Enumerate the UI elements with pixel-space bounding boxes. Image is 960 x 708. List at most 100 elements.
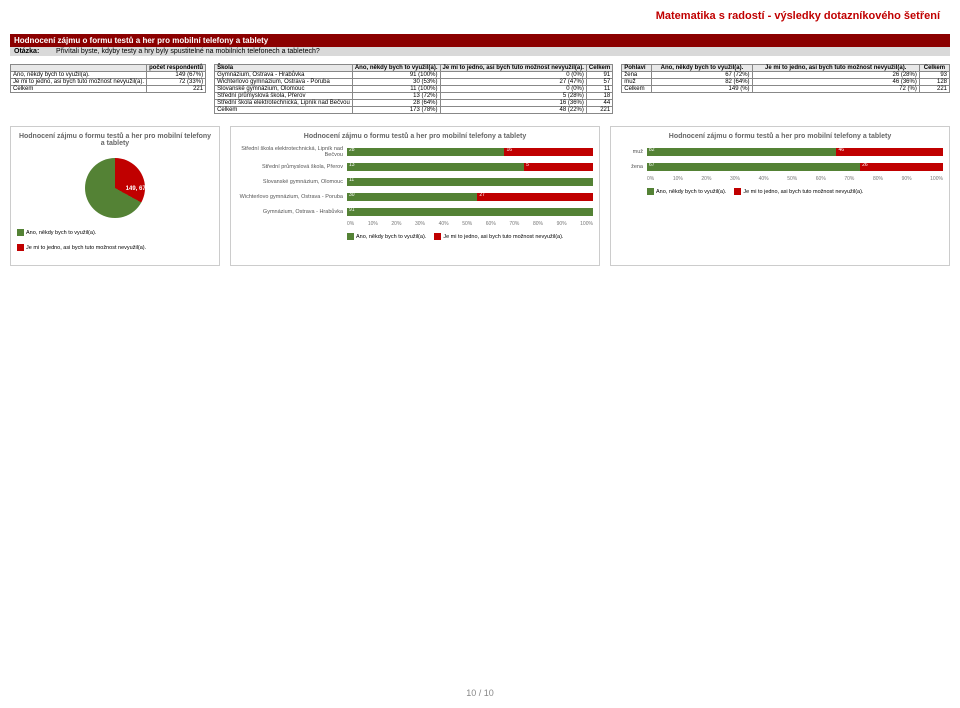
school-bar-chart: Hodnocení zájmu o formu testů a her pro …	[230, 126, 600, 266]
pie-legend: Ano, někdy bych to využil(a). Je mi to j…	[17, 229, 213, 251]
t2-r0c2: 0 (0%)	[440, 72, 586, 79]
bar-value: 11	[349, 177, 354, 183]
bar-track: 11	[347, 178, 593, 186]
axis-tick: 70%	[509, 221, 519, 227]
t3-h3: Celkem	[919, 65, 949, 72]
axis-tick: 30%	[730, 176, 740, 182]
t1-r1c0: Je mi to jedno, asi bych tuto možnost ne…	[11, 79, 147, 86]
gender-bar-chart: Hodnocení zájmu o formu testů a her pro …	[610, 126, 950, 266]
pie-graphic: 32, 33% 149, 67%	[85, 158, 145, 218]
bar-segment: 11	[347, 178, 593, 186]
school-bars: Střední škola elektrotechnická, Lipník n…	[237, 146, 593, 218]
t2-r5c0: Celkem	[215, 107, 353, 114]
bar-label: Střední škola elektrotechnická, Lipník n…	[237, 146, 343, 158]
swatch-icon	[734, 188, 741, 195]
legend-text: Je mi to jedno, asi bych tuto možnost ne…	[443, 234, 563, 240]
bar-segment: 16	[504, 148, 593, 156]
t3-r0c3: 93	[919, 72, 949, 79]
pie-title: Hodnocení zájmu o formu testů a her pro …	[17, 133, 213, 147]
t2-r3c1: 13 (72%)	[352, 93, 440, 100]
axis-tick: 30%	[415, 221, 425, 227]
bar-track: 2816	[347, 148, 593, 156]
school-table: Škola Ano, někdy bych to využil(a). Je m…	[214, 64, 613, 114]
axis-tick: 40%	[759, 176, 769, 182]
bar-value: 67	[649, 162, 655, 168]
axis-tick: 20%	[701, 176, 711, 182]
bar-segment: 13	[347, 163, 524, 171]
gender-bars: muž 8246 žena6726	[617, 146, 943, 173]
t2-r2c0: Slovanské gymnázium, Olomouc	[215, 86, 353, 93]
charts-row: Hodnocení zájmu o formu testů a her pro …	[10, 126, 950, 266]
t2-r3c2: 5 (28%)	[440, 93, 586, 100]
axis-tick: 40%	[439, 221, 449, 227]
t2-r4c2: 16 (36%)	[440, 100, 586, 107]
axis-tick: 90%	[557, 221, 567, 227]
bar-segment: 91	[347, 208, 593, 216]
bar-row: Slovanské gymnázium, Olomouc11	[347, 176, 593, 188]
bar-segment: 30	[347, 193, 477, 201]
bar-track: 8246	[647, 148, 943, 156]
axis-tick: 0%	[347, 221, 354, 227]
bar-segment: 28	[347, 148, 504, 156]
school-legend: Ano, někdy bych to využil(a). Je mi to j…	[347, 233, 593, 240]
t1-r1c1: 72 (33%)	[147, 79, 206, 86]
axis-tick: 100%	[580, 221, 593, 227]
legend-text: Ano, někdy bych to využil(a).	[656, 189, 726, 195]
bar-segment: 5	[524, 163, 593, 171]
pie-slice-label-1: 149, 67%	[126, 186, 151, 192]
legend-text: Ano, někdy bych to využil(a).	[26, 230, 96, 236]
bar-value: 13	[349, 162, 355, 168]
question-text: Přivítali byste, kdyby testy a hry byly …	[56, 48, 320, 55]
t2-r2c3: 11	[586, 86, 612, 93]
pie-slice-label-0: 32, 33%	[61, 172, 83, 178]
bar-track: 3027	[347, 193, 593, 201]
axis-tick: 20%	[391, 221, 401, 227]
page-header: Matematika s radostí - výsledky dotazník…	[10, 10, 950, 34]
axis-tick: 100%	[930, 176, 943, 182]
axis-tick: 90%	[902, 176, 912, 182]
t2-r1c3: 57	[586, 79, 612, 86]
t3-r0c2: 26 (28%)	[752, 72, 919, 79]
t2-r0c1: 91 (100%)	[352, 72, 440, 79]
axis-tick: 10%	[673, 176, 683, 182]
t2-r3c0: Střední průmyslová škola, Přerov	[215, 93, 353, 100]
t3-r1c2: 46 (36%)	[752, 79, 919, 86]
bar-track: 91	[347, 208, 593, 216]
t3-r1c1: 82 (64%)	[652, 79, 752, 86]
t3-r2c1: 149 (%)	[652, 86, 752, 93]
t3-r1c0: muž	[622, 79, 652, 86]
school-axis: 0%10%20%30%40%50%60%70%80%90%100%	[347, 221, 593, 227]
t1-h1: počet respondentů	[147, 65, 206, 72]
t2-r3c3: 18	[586, 93, 612, 100]
legend-item: Je mi to jedno, asi bych tuto možnost ne…	[434, 233, 563, 240]
bar-label: Wichterlovo gymnázium, Ostrava - Poruba	[237, 194, 343, 200]
t2-h1: Ano, někdy bych to využil(a).	[352, 65, 440, 72]
t1-r2c0: Celkem	[11, 86, 147, 93]
axis-tick: 50%	[787, 176, 797, 182]
swatch-icon	[17, 244, 24, 251]
pie-wrap: 32, 33% 149, 67%	[17, 153, 213, 223]
bar-label: Slovanské gymnázium, Olomouc	[237, 179, 343, 185]
page-footer: 10 / 10	[0, 688, 960, 698]
t3-r2c0: Celkem	[622, 86, 652, 93]
swatch-icon	[347, 233, 354, 240]
axis-tick: 80%	[873, 176, 883, 182]
axis-tick: 60%	[816, 176, 826, 182]
t1-r0c0: Ano, někdy bych to využil(a).	[11, 72, 147, 79]
section-title: Hodnocení zájmu o formu testů a her pro …	[10, 34, 950, 47]
bar-value: 30	[349, 192, 355, 198]
axis-tick: 0%	[647, 176, 654, 182]
swatch-icon	[17, 229, 24, 236]
t3-h2: Je mi to jedno, asi bych tuto možnost ne…	[752, 65, 919, 72]
t3-h0: Pohlaví	[622, 65, 652, 72]
legend-text: Je mi to jedno, asi bych tuto možnost ne…	[26, 245, 146, 251]
t1-r2c1: 221	[147, 86, 206, 93]
legend-item: Ano, někdy bych to využil(a).	[647, 188, 726, 195]
bar-row: žena6726	[647, 161, 943, 173]
gender-table: Pohlaví Ano, někdy bych to využil(a). Je…	[621, 64, 950, 93]
axis-tick: 10%	[368, 221, 378, 227]
swatch-icon	[434, 233, 441, 240]
bar-value: 91	[349, 207, 355, 213]
bar-label: muž	[617, 149, 643, 155]
t2-r0c0: Gymnázium, Ostrava - Hrabůvka	[215, 72, 353, 79]
